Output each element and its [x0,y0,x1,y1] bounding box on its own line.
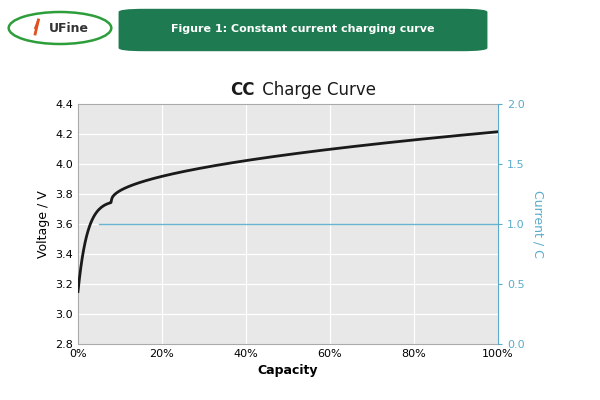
Ellipse shape [9,12,112,44]
FancyBboxPatch shape [119,9,487,51]
Text: Figure 1: Constant current charging curve: Figure 1: Constant current charging curv… [171,24,435,34]
Text: Charge Curve: Charge Curve [257,81,376,99]
X-axis label: Capacity: Capacity [258,364,318,378]
Y-axis label: Current / C: Current / C [531,190,544,258]
Y-axis label: Voltage / V: Voltage / V [37,190,50,258]
Text: CC: CC [230,81,255,99]
Text: UFine: UFine [49,22,89,35]
